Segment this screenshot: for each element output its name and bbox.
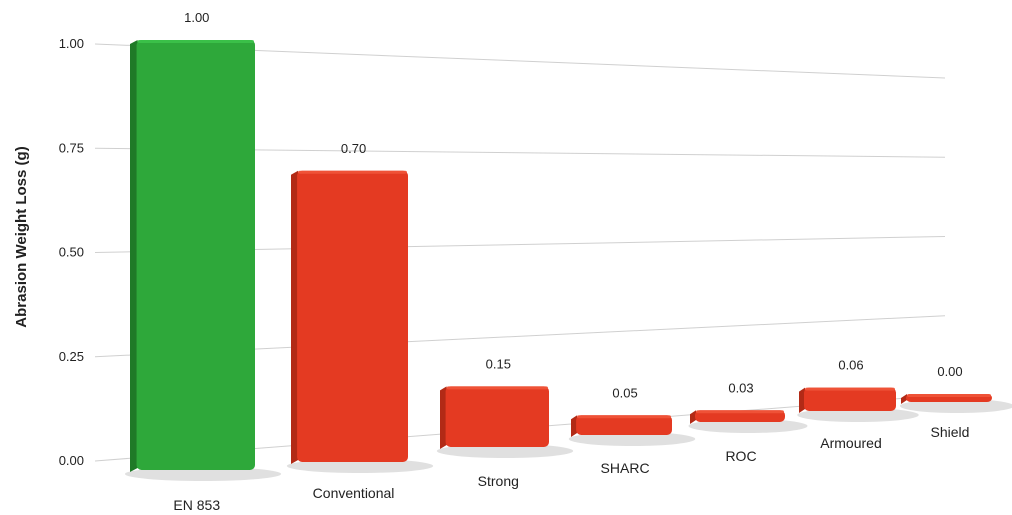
y-axis-label: Abrasion Weight Loss (g) — [13, 146, 30, 327]
bar-shadows — [124, 399, 1012, 481]
bar-side-face — [571, 415, 578, 437]
bar-top-face — [696, 410, 784, 414]
bar-front-face — [804, 387, 896, 411]
category-label: Armoured — [820, 435, 881, 451]
bar-top-face — [907, 394, 991, 397]
y-tick-label: 0.00 — [59, 453, 84, 468]
category-label: Shield — [931, 424, 970, 440]
data-label: 0.70 — [341, 141, 366, 156]
data-label: 0.03 — [728, 380, 753, 395]
bar-side-face — [130, 40, 138, 472]
y-tick-label: 0.75 — [59, 140, 84, 155]
bar-roc — [690, 410, 785, 424]
bar-shadow — [899, 399, 1012, 413]
bar-top-face — [137, 40, 254, 43]
data-label: 1.00 — [184, 10, 209, 25]
bar-side-face — [690, 410, 696, 424]
category-label: SHARC — [601, 460, 650, 476]
category-label: ROC — [725, 448, 756, 464]
bar-front-face — [136, 40, 255, 470]
bar-side-face — [440, 386, 447, 449]
y-tick-label: 0.25 — [59, 349, 84, 364]
bar-front-face — [297, 170, 408, 463]
y-tick-label: 0.50 — [59, 245, 84, 260]
x-axis-categories: EN 853 Conventional Strong SHARC ROC Armoured… — [173, 424, 969, 513]
bar-shadow — [124, 467, 282, 481]
data-label: 0.06 — [838, 358, 863, 373]
bars — [130, 40, 992, 472]
category-label: EN 853 — [173, 497, 220, 513]
bar-front-face — [445, 386, 549, 447]
bar-side-face — [799, 387, 805, 413]
bar-top-face — [446, 386, 548, 390]
bar-strong — [440, 386, 549, 449]
bar-shadow — [436, 444, 574, 458]
bar-shield — [901, 394, 992, 404]
bar-front-face — [576, 415, 672, 435]
bar-top-face — [805, 387, 895, 391]
bar-top-face — [298, 170, 407, 174]
bar-en-853 — [130, 40, 255, 472]
bar-side-face — [901, 394, 907, 404]
y-axis-ticks: 0.00 0.25 0.50 0.75 1.00 — [59, 36, 84, 468]
bar-conventional — [291, 170, 408, 465]
bar-shadow — [797, 408, 919, 422]
data-labels: 1.00 0.70 0.15 0.05 0.03 0.06 0.00 — [184, 10, 963, 400]
data-label: 0.05 — [612, 385, 637, 400]
bar-sharc — [571, 415, 672, 437]
category-label: Conventional — [313, 485, 395, 501]
bar-top-face — [577, 415, 671, 419]
y-tick-label: 1.00 — [59, 36, 84, 51]
category-label: Strong — [478, 473, 519, 489]
data-label: 0.15 — [486, 356, 511, 371]
bar-shadow — [688, 419, 808, 433]
data-label: 0.00 — [937, 364, 962, 379]
bar-shadow — [286, 459, 434, 473]
bar-side-face — [291, 170, 299, 465]
bar-armoured — [799, 387, 896, 413]
bar-shadow — [568, 432, 696, 446]
